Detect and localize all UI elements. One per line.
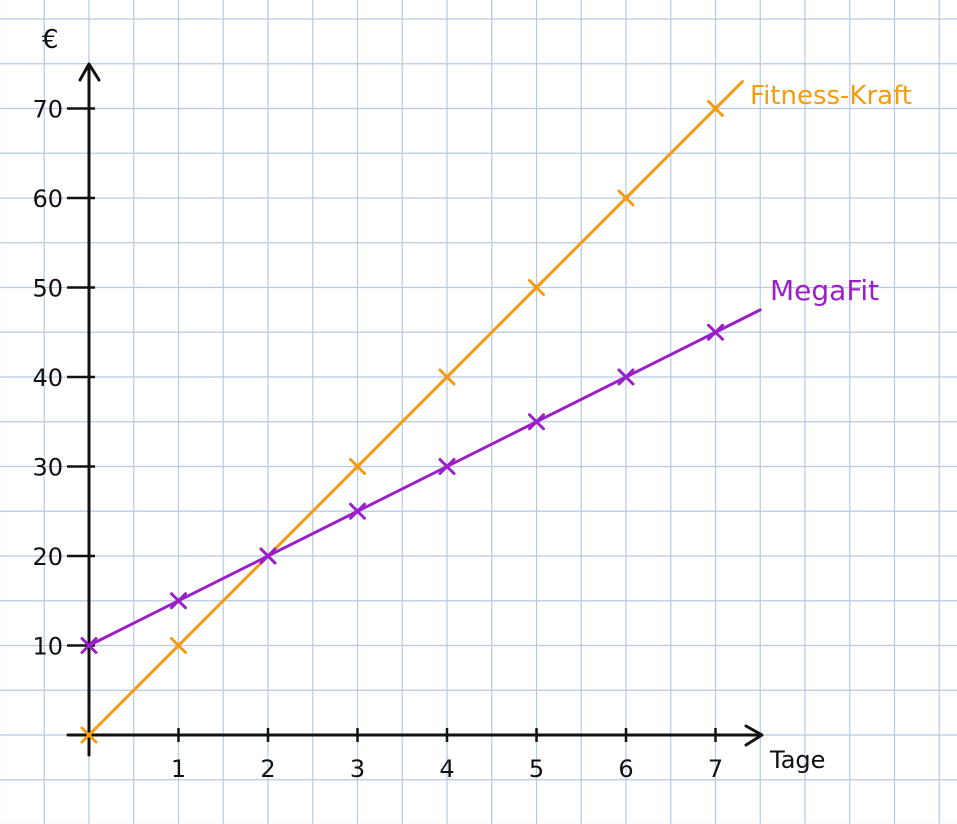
x-tick-label: 7 [708, 755, 723, 783]
x-tick-label: 3 [350, 755, 365, 783]
series-label-megafit: MegaFit [770, 274, 879, 307]
y-axis-arrowhead [78, 62, 101, 82]
y-tick-label: 30 [32, 454, 63, 482]
x-tick-label: 6 [618, 755, 633, 783]
x-tick-label: 4 [439, 755, 454, 783]
series-line-megafit [87, 308, 762, 647]
series-label-fitness-kraft: Fitness-Kraft [750, 81, 912, 111]
x-axis-label: Tage [769, 746, 825, 774]
y-tick-label: 40 [32, 364, 63, 392]
data-point-fitness-kraft [528, 279, 545, 296]
point-marker-stroke [170, 637, 187, 654]
data-point-megafit [349, 502, 366, 520]
point-marker-stroke [617, 368, 635, 386]
y-tick-label: 50 [32, 275, 63, 303]
y-tick-label: 10 [32, 633, 63, 661]
data-point-megafit [528, 413, 545, 431]
data-point-fitness-kraft [617, 189, 635, 207]
chart-labels: € Tage Fitness-Kraft MegaFit [42, 25, 912, 774]
data-point-fitness-kraft [170, 637, 187, 654]
data-point-fitness-kraft [438, 368, 456, 386]
data-point-megafit [438, 458, 456, 475]
y-tick-label: 60 [32, 185, 63, 213]
x-tick-label: 5 [529, 755, 544, 783]
data-point-fitness-kraft [80, 726, 98, 744]
y-axis-label: € [42, 25, 59, 55]
point-marker-stroke [528, 279, 545, 296]
point-marker-stroke [707, 100, 724, 117]
y-tick-label: 20 [32, 543, 63, 571]
data-point-fitness-kraft [349, 458, 366, 475]
point-marker-stroke [438, 368, 456, 386]
data-point-fitness-kraft [707, 100, 724, 117]
data-point-megafit [617, 368, 635, 386]
point-marker-stroke [170, 592, 187, 610]
point-marker-stroke [80, 726, 98, 744]
point-marker-stroke [707, 323, 724, 341]
data-point-megafit [707, 323, 724, 341]
data-series [80, 80, 762, 744]
y-tick-label: 70 [32, 96, 63, 124]
data-point-megafit [80, 637, 98, 654]
x-tick-label: 2 [260, 755, 275, 783]
point-marker-stroke [349, 458, 366, 475]
point-marker-stroke [617, 189, 635, 207]
point-marker-stroke [349, 502, 366, 520]
x-tick-label: 1 [171, 755, 186, 783]
data-point-megafit [170, 592, 187, 610]
point-marker-stroke [259, 547, 277, 565]
data-point-megafit [259, 547, 277, 565]
series-line-fitness-kraft [87, 80, 744, 737]
axis-ticks: 1 2 3 4 5 6 7 10 20 30 40 50 60 70 [32, 96, 723, 784]
x-axis-arrowhead [744, 724, 764, 747]
point-marker-stroke [438, 458, 456, 475]
point-marker-stroke [80, 637, 98, 654]
point-marker-stroke [528, 413, 545, 431]
axes [66, 62, 764, 757]
